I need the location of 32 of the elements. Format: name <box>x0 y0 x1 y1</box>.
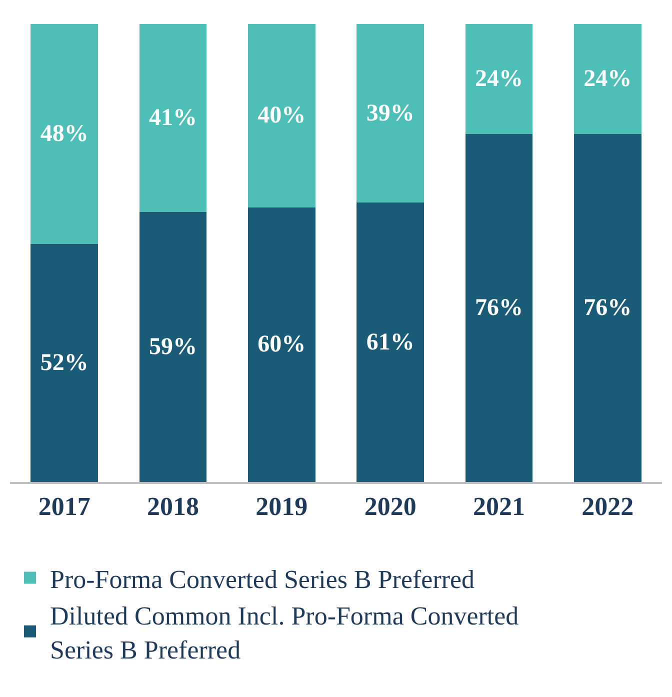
data-label: 40% <box>258 102 306 129</box>
bar <box>139 212 207 482</box>
bar <box>30 24 98 244</box>
bar <box>248 207 316 482</box>
bar <box>139 24 207 212</box>
x-tick-label: 2020 <box>364 492 416 522</box>
x-tick-label: 2019 <box>256 492 308 522</box>
data-label: 48% <box>40 120 88 147</box>
x-tick-label: 2022 <box>582 492 634 522</box>
bar <box>356 24 424 203</box>
data-label: 59% <box>149 334 197 360</box>
bar <box>30 244 98 482</box>
bar <box>465 24 533 134</box>
data-label: 24% <box>475 66 523 92</box>
data-label: 76% <box>584 295 632 321</box>
bar <box>574 134 642 482</box>
data-label: 41% <box>149 104 197 131</box>
data-label: 60% <box>258 332 306 358</box>
bar <box>574 24 642 134</box>
data-label: 76% <box>475 295 523 321</box>
bar <box>465 134 533 482</box>
bar <box>356 202 424 482</box>
legend-label: Diluted Common Incl. Pro-Forma Converted Series B Preferred <box>50 602 519 664</box>
data-label: 61% <box>366 329 414 356</box>
bar <box>248 24 316 208</box>
legend-label: Pro-Forma Converted Series B Preferred <box>50 564 475 594</box>
data-label: 52% <box>40 350 88 376</box>
x-tick-label: 2018 <box>147 492 199 522</box>
data-label: 39% <box>366 100 414 126</box>
x-tick-label: 2017 <box>38 492 90 522</box>
x-tick-label: 2021 <box>473 492 525 522</box>
data-label: 24% <box>584 66 632 92</box>
